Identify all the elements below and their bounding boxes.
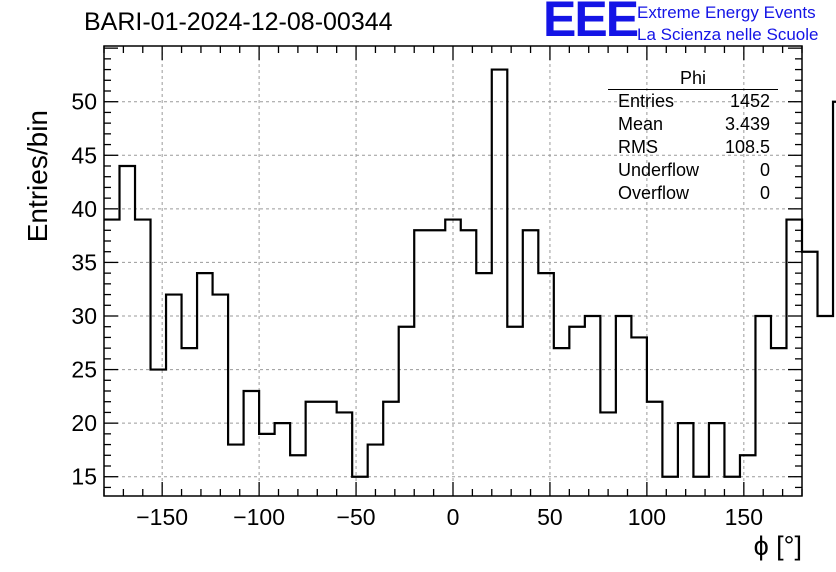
y-tick-label: 35: [71, 249, 97, 275]
x-tick-label: −100: [233, 504, 285, 530]
stats-label: Entries: [618, 91, 675, 111]
eee-logo: EEE: [543, 0, 639, 47]
stats-value: 108.5: [724, 137, 770, 157]
y-axis: 15 20 25 30 35 40 45 50: [71, 47, 802, 490]
stats-row: Entries 1452: [608, 90, 778, 113]
stats-row: RMS 108.5: [608, 136, 778, 159]
stats-value: 0: [759, 160, 770, 180]
x-tick-label: −50: [337, 504, 376, 530]
x-tick-label: 150: [725, 504, 763, 530]
stats-box: Phi Entries 1452 Mean 3.439 RMS 108.5 Un…: [608, 68, 778, 205]
stats-value: 3.439: [724, 114, 770, 134]
y-tick-label: 25: [71, 357, 97, 383]
brand-text: Extreme Energy Events La Scienza nelle S…: [637, 2, 818, 46]
grid-lines: [104, 46, 802, 496]
x-tick-label: 0: [447, 504, 460, 530]
x-axis: −150 −100 −50 0 50 100 150: [103, 46, 803, 530]
stats-title: Phi: [608, 68, 778, 90]
y-tick-label: 20: [71, 410, 97, 436]
stats-label: Overflow: [618, 183, 690, 203]
y-tick-label: 15: [71, 464, 97, 490]
stats-row: Overflow 0: [608, 182, 778, 205]
chart-title: BARI-01-2024-12-08-00344: [84, 8, 393, 36]
stats-row: Underflow 0: [608, 159, 778, 182]
brand-line-1: Extreme Energy Events: [637, 3, 816, 22]
brand-line-2: La Scienza nelle Scuole: [637, 25, 819, 44]
stats-value: 1452: [729, 91, 770, 111]
x-tick-label: 100: [628, 504, 666, 530]
stats-value: 0: [759, 183, 770, 203]
stats-row: Mean 3.439: [608, 113, 778, 136]
x-tick-label: −150: [136, 504, 188, 530]
x-tick-label: 50: [537, 504, 563, 530]
y-tick-label: 50: [71, 89, 97, 115]
stats-label: RMS: [618, 137, 658, 157]
x-axis-label: ϕ [°]: [753, 531, 802, 561]
y-axis-label: Entries/bin: [22, 110, 53, 243]
y-tick-label: 40: [71, 196, 97, 222]
y-tick-label: 45: [71, 142, 97, 168]
y-tick-label: 30: [71, 303, 97, 329]
stats-label: Mean: [618, 114, 664, 134]
histogram-line: [104, 68, 836, 478]
stats-label: Underflow: [618, 160, 700, 180]
